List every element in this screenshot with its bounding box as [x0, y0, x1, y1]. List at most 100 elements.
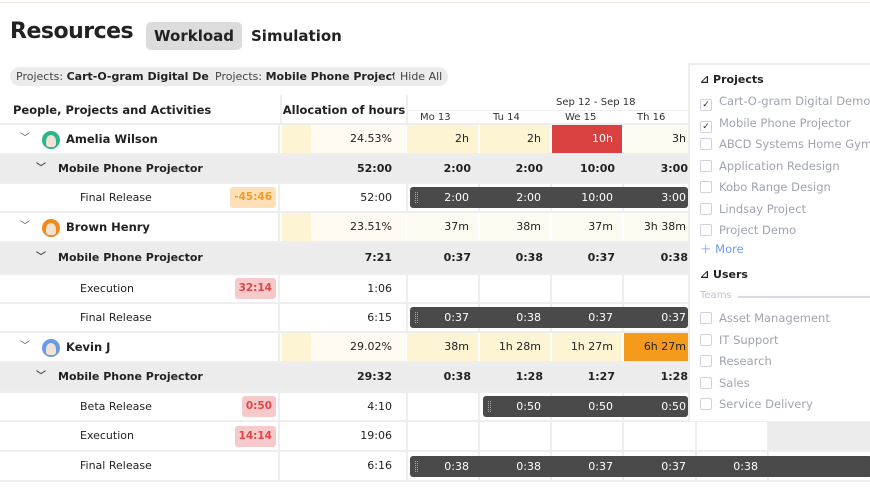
team-filter-item[interactable]: Sales [700, 376, 750, 390]
allocation-value: 7:21 [364, 251, 392, 264]
chevron-down-icon[interactable]: ﹀ [36, 371, 46, 382]
tab-simulation[interactable]: Simulation [251, 27, 342, 45]
day-load-cell[interactable]: 3h 38m [624, 213, 695, 241]
hide-all-button[interactable]: Hide All [394, 67, 449, 86]
more-projects-link[interactable]: ＋ More [700, 242, 744, 256]
user-row[interactable]: ﹀ Brown Henry 37m 38m 37m 3h 38m 23.51% [0, 213, 870, 243]
day-load-cell[interactable]: 1h 27m [552, 333, 622, 361]
allocation-bar [282, 333, 311, 361]
task-bar[interactable]: 0:38 0:38 0:37 0:37 0:38 [410, 455, 870, 477]
activity-row[interactable]: Execution 32:14 1:06 [0, 275, 870, 304]
checkbox[interactable] [700, 398, 712, 410]
project-name[interactable]: Mobile Phone Projector [58, 162, 203, 175]
project-name[interactable]: Mobile Phone Projector [58, 370, 203, 383]
filter-chip-mobile-phone[interactable]: Projects: Mobile Phone Projector [209, 67, 417, 86]
project-filter-label: Lindsay Project [719, 201, 807, 216]
day-load-cell[interactable]: 2h [480, 125, 550, 153]
tab-workload[interactable]: Workload [146, 22, 242, 50]
day-load-cell[interactable]: 38m [480, 213, 550, 241]
day-hours: 1:27 [587, 370, 615, 383]
project-name[interactable]: Mobile Phone Projector [58, 251, 203, 264]
chevron-down-icon[interactable]: ﹀ [20, 133, 30, 144]
checkbox[interactable] [700, 138, 712, 150]
activity-name[interactable]: Final Release [80, 191, 152, 204]
day-load-cell[interactable]: 37m [552, 213, 622, 241]
unavailable-cell [768, 422, 870, 450]
day-load-cell[interactable]: 2h [407, 125, 478, 153]
project-filter-item[interactable]: Lindsay Project [700, 202, 806, 216]
checkbox[interactable]: ✓ [700, 120, 712, 133]
task-bar[interactable]: 2:00 2:00 10:00 3:00 [410, 187, 688, 208]
checkbox[interactable] [700, 202, 712, 215]
filter-chip-cart-o-gram[interactable]: Projects: Cart-O-gram Digital Demo [10, 67, 234, 86]
column-divider [406, 393, 408, 422]
allocation-bg [311, 333, 406, 361]
column-divider [622, 275, 624, 304]
project-filter-item[interactable]: ✓ Cart-O-gram Digital Demo [700, 94, 870, 111]
day-load-cell[interactable]: 3h [624, 125, 695, 153]
project-filter-item[interactable]: ✓ Mobile Phone Projector [700, 116, 851, 133]
day-hours: 0:37 [587, 251, 615, 264]
team-filter-label: IT Support [719, 332, 779, 347]
user-row[interactable]: ﹀ Amelia Wilson 2h 2h 10h 3h 24.53% [0, 125, 870, 155]
activity-name[interactable]: Execution [80, 282, 134, 295]
day-load-cell[interactable]: 37m [407, 213, 478, 241]
week-label: Sep 12 - Sep 18 [556, 97, 636, 108]
checkbox[interactable]: ✓ [700, 99, 712, 111]
team-filter-item[interactable]: Research [700, 354, 772, 368]
user-name[interactable]: Amelia Wilson [66, 132, 158, 146]
activity-name[interactable]: Final Release [80, 311, 152, 324]
team-filter-item[interactable]: IT Support [700, 333, 779, 347]
chevron-down-icon[interactable]: ﹀ [20, 221, 30, 232]
activity-name[interactable]: Final Release [80, 459, 152, 472]
day-load-cell[interactable]: 1h 28m [480, 333, 550, 361]
day-load-cell[interactable]: 6h 27m [624, 333, 695, 361]
project-filter-label: Kobo Range Design [719, 180, 831, 194]
day-hours: 1:28 [515, 370, 543, 383]
user-name[interactable]: Kevin J [66, 340, 111, 354]
project-filter-item[interactable]: ABCD Systems Home Gym [700, 137, 870, 151]
drag-handle-icon[interactable] [415, 460, 418, 472]
activity-row[interactable]: Beta Release 0:50 0:50 0:50 0:50 4:10 [0, 393, 870, 422]
activity-row[interactable]: Final Release 0:37 0:38 0:37 0:37 6:15 [0, 304, 870, 333]
allocation-value: 19:06 [360, 429, 392, 442]
day-load-cell[interactable]: 10h [552, 125, 622, 153]
drag-handle-icon[interactable] [488, 401, 491, 412]
allocation-value: 29:32 [356, 370, 392, 383]
activity-row[interactable]: Final Release 0:38 0:38 0:37 0:37 0:38 6:16 [0, 452, 870, 482]
checkbox[interactable] [700, 333, 712, 346]
project-filter-label: Cart-O-gram Digital Demo [719, 94, 870, 108]
user-row[interactable]: ﹀ Kevin J 38m 1h 28m 1h 27m 6h 27m 29.02% [0, 333, 870, 363]
team-filter-item[interactable]: Asset Management [700, 311, 830, 325]
day-header-label: Tu 14 [493, 112, 520, 123]
day-load-cell[interactable]: 38m [407, 333, 478, 361]
chevron-down-icon[interactable]: ﹀ [36, 163, 46, 174]
allocation-value: 52:00 [356, 162, 392, 175]
activity-row[interactable]: Execution 14:14 19:06 [0, 422, 870, 452]
activity-name[interactable]: Beta Release [80, 400, 152, 413]
chevron-down-icon[interactable]: ﹀ [20, 341, 30, 352]
checkbox[interactable] [700, 312, 712, 324]
checkbox[interactable] [700, 376, 712, 389]
checkbox[interactable] [700, 224, 712, 236]
chevron-down-icon[interactable]: ﹀ [36, 252, 46, 263]
column-divider [278, 422, 280, 452]
drag-handle-icon[interactable] [415, 192, 418, 203]
project-filter-item[interactable]: Kobo Range Design [700, 180, 831, 194]
project-filter-item[interactable]: Application Redesign [700, 159, 840, 173]
remaining-badge: 14:14 [234, 425, 276, 447]
task-bar[interactable]: 0:50 0:50 0:50 [483, 396, 688, 417]
column-divider [478, 275, 480, 304]
team-filter-item[interactable]: Service Delivery [700, 397, 813, 411]
project-filter-item[interactable]: Project Demo [700, 223, 796, 237]
activity-name[interactable]: Execution [80, 429, 134, 442]
checkbox[interactable] [700, 159, 712, 172]
bar-hours: 0:37 [444, 311, 469, 324]
day-hours: 0:38 [515, 251, 543, 264]
checkbox[interactable] [700, 355, 712, 367]
user-name[interactable]: Brown Henry [66, 220, 150, 234]
task-bar[interactable]: 0:37 0:38 0:37 0:37 [410, 307, 688, 328]
checkbox[interactable] [700, 181, 712, 193]
teams-label: Teams [700, 290, 732, 301]
drag-handle-icon[interactable] [415, 312, 418, 323]
